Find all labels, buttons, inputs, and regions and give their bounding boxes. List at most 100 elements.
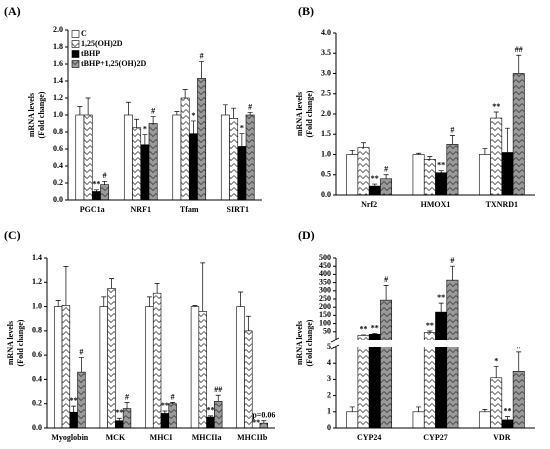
y-tick-label: 0.4	[32, 374, 42, 383]
error-bar	[116, 417, 122, 421]
significance-label: #	[450, 125, 454, 134]
bar	[107, 288, 116, 429]
y-tick-label: 1.4	[53, 76, 63, 85]
error-bar	[504, 416, 510, 420]
y-tick-label: 1.8	[53, 42, 63, 51]
bar	[435, 311, 448, 429]
error-bar	[482, 148, 488, 155]
error-bar	[349, 406, 355, 412]
bar	[180, 97, 190, 201]
error-bar	[449, 135, 455, 145]
significance-label: **	[437, 293, 445, 302]
error-bar	[134, 118, 140, 128]
error-bar	[238, 291, 244, 307]
y-tick-label: 1.4	[32, 253, 42, 262]
x-tick-label: CYP27	[423, 433, 447, 442]
y-tick-label: 2.0	[321, 109, 331, 118]
significance-label: **	[92, 180, 100, 189]
error-bar	[85, 97, 91, 115]
error-bar	[493, 366, 499, 378]
error-bar	[192, 305, 198, 307]
y-tick-label: 2.5	[321, 89, 331, 98]
significance-label: #	[384, 275, 388, 284]
bar	[148, 123, 158, 201]
y-tick-label: 2	[327, 390, 331, 399]
y-tick-label: 1	[327, 407, 331, 416]
bar	[501, 152, 514, 196]
error-bar	[416, 406, 422, 412]
bar	[478, 154, 491, 196]
bar	[206, 416, 215, 429]
significance-label: **	[360, 325, 368, 334]
y-tick-label: 0.4	[53, 161, 63, 170]
y-tick-label: 3.0	[321, 68, 331, 77]
y-tick-label: 3	[327, 374, 331, 383]
y-tick-label: 4	[327, 358, 331, 367]
error-bar	[78, 357, 84, 373]
error-bar	[245, 315, 251, 331]
bar	[245, 114, 255, 201]
y-axis-label: (Fold change)	[305, 319, 314, 366]
bar	[188, 133, 198, 201]
error-bar	[154, 283, 160, 294]
y-tick-label: 1.6	[53, 59, 63, 68]
legend-label: 1,25(OH)2D	[81, 39, 123, 48]
error-bar	[124, 402, 130, 409]
bar	[160, 413, 170, 429]
bar	[380, 299, 393, 429]
significance-label: **	[426, 321, 434, 330]
x-tick-label: VDR	[493, 433, 511, 442]
bar	[490, 117, 503, 196]
bar	[99, 306, 108, 429]
error-bar	[231, 107, 237, 119]
bar	[53, 306, 63, 429]
x-tick-label: Nrf2	[361, 200, 377, 209]
error-bar	[361, 142, 367, 148]
bar	[122, 408, 132, 429]
bar	[198, 311, 207, 429]
x-tick-label: HMOX1	[421, 200, 451, 209]
error-bar	[174, 111, 180, 115]
y-tick-label: 2.0	[53, 25, 63, 34]
error-bar	[109, 278, 115, 289]
y-tick-label: 50	[323, 327, 331, 336]
significance-label: #	[171, 392, 175, 401]
x-tick-label: MHCI	[150, 433, 173, 442]
y-tick-label: 4.0	[321, 28, 331, 37]
significance-label: ##	[214, 385, 222, 394]
error-bar	[438, 170, 444, 173]
significance-label: **	[492, 102, 500, 111]
bar	[512, 73, 525, 196]
error-bar	[162, 410, 168, 414]
bar	[412, 411, 425, 429]
error-bar	[427, 330, 433, 333]
y-tick-label: 250	[319, 294, 331, 303]
error-bar	[493, 111, 499, 119]
bar	[446, 144, 459, 196]
error-bar	[516, 54, 522, 74]
legend-label: C	[81, 29, 87, 38]
bar	[69, 411, 78, 429]
bar	[190, 306, 200, 429]
significance-label: ##	[515, 45, 523, 54]
bar	[61, 305, 71, 429]
panel-label: (A)	[4, 4, 21, 18]
error-bar	[449, 265, 455, 281]
bar	[357, 335, 370, 429]
y-tick-label: 0.0	[321, 190, 331, 199]
bar	[75, 114, 85, 201]
x-tick-label: NRF1	[131, 205, 151, 214]
y-tick-label: 0.0	[32, 423, 42, 432]
bar	[446, 279, 459, 429]
significance-label: p=0.06	[252, 411, 275, 420]
significance-label: **	[70, 396, 78, 405]
y-axis-label: (Fold change)	[16, 319, 25, 366]
significance-label: *	[143, 124, 147, 133]
error-bar	[101, 296, 107, 307]
bar	[346, 411, 359, 429]
significance-label: #	[151, 107, 155, 116]
significance-label: #	[200, 51, 204, 60]
y-tick-label: 400	[319, 269, 331, 278]
x-tick-label: PGC1a	[80, 205, 105, 214]
y-tick-label: 0.6	[53, 144, 63, 153]
